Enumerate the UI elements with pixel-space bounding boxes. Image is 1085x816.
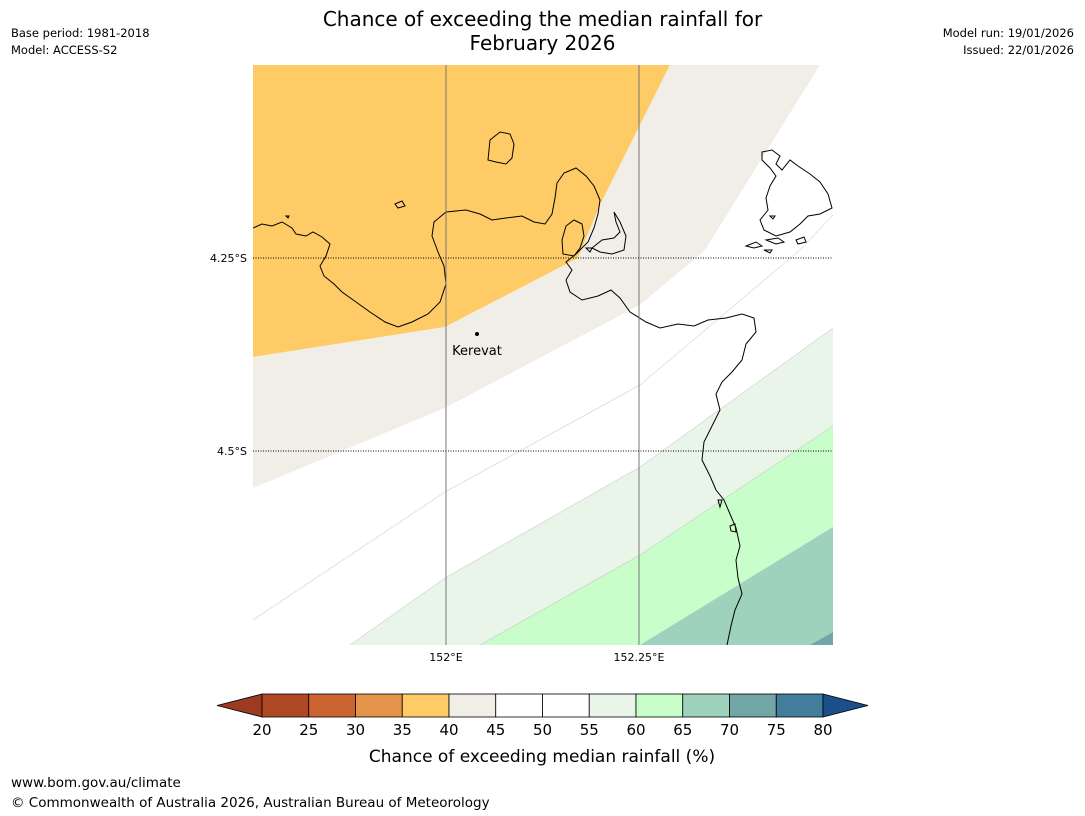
colorbar-tick-label: 45	[486, 721, 505, 739]
colorbar-tick-label: 65	[673, 721, 692, 739]
colorbar: 20 25 30 35 40 45 50 55 60 65 70 75 80 Chance of exc…	[216, 693, 869, 767]
title-line-2: February 2026	[469, 31, 616, 55]
colorbar-tick-label: 40	[439, 721, 458, 739]
colorbar-tick-label: 70	[720, 721, 739, 739]
footer-copyright: © Commonwealth of Australia 2026, Austra…	[11, 795, 490, 811]
kerevat-marker	[475, 332, 479, 336]
zone-60-65	[480, 426, 833, 645]
meta-left: Base period: 1981-2018 Model: ACCESS-S2	[11, 25, 150, 59]
colorbar-tick-label: 75	[767, 721, 786, 739]
colorbar-cell	[448, 693, 497, 718]
lon-label-152-25e: 152.25°E	[614, 651, 665, 664]
zone-35-40	[253, 65, 670, 357]
page-title: Chance of exceeding the median rainfall …	[0, 7, 1085, 55]
colorbar-label: Chance of exceeding median rainfall (%)	[369, 747, 715, 767]
colorbar-cell	[729, 693, 777, 718]
colorbar-tick-label: 50	[533, 721, 552, 739]
kerevat-label: Kerevat	[452, 344, 502, 359]
colorbar-cell	[261, 693, 310, 718]
colorbar-tick-label: 30	[346, 721, 365, 739]
colorbar-cell	[542, 693, 590, 718]
colorbar-tick-label: 25	[299, 721, 318, 739]
map-panel: Kerevat	[253, 65, 833, 645]
colorbar-tick-label: 80	[813, 721, 832, 739]
coastline	[253, 131, 833, 645]
issued-date: Issued: 22/01/2026	[963, 43, 1074, 57]
zone-40-45	[253, 65, 820, 488]
zone-70-75	[810, 632, 833, 645]
lat-label-4-25s: 4.25°S	[210, 252, 247, 265]
colorbar-tick-label: 35	[393, 721, 412, 739]
colorbar-cell	[401, 693, 450, 718]
colorbar-cell	[588, 693, 637, 718]
contour-lines	[253, 214, 833, 645]
colorbar-tick-label: 60	[626, 721, 645, 739]
graticule	[253, 65, 833, 645]
meta-right: Model run: 19/01/2026 Issued: 22/01/2026	[943, 25, 1074, 59]
colorbar-cell	[775, 693, 824, 718]
colorbar-cell	[635, 693, 684, 718]
model-run: Model run: 19/01/2026	[942, 26, 1074, 40]
base-period: Base period: 1981-2018	[11, 26, 150, 40]
colorbar-cell	[308, 693, 356, 718]
colorbar-over-arrow	[822, 693, 869, 718]
title-line-1: Chance of exceeding the median rainfall …	[322, 7, 763, 31]
lat-label-4-5s: 4.5°S	[217, 445, 247, 458]
footer-url: www.bom.gov.au/climate	[11, 775, 181, 791]
zone-65-70	[640, 527, 833, 645]
colorbar-cell	[495, 693, 543, 718]
colorbar-tick-label: 55	[580, 721, 599, 739]
lon-label-152e: 152°E	[429, 651, 462, 664]
colorbar-cell	[682, 693, 730, 718]
colorbar-under-arrow	[216, 693, 263, 718]
colorbar-cell	[355, 693, 403, 718]
zone-55-60	[350, 328, 833, 645]
model-name: Model: ACCESS-S2	[11, 43, 118, 57]
zone-45-55	[253, 65, 833, 645]
colorbar-tick-label: 20	[252, 721, 271, 739]
